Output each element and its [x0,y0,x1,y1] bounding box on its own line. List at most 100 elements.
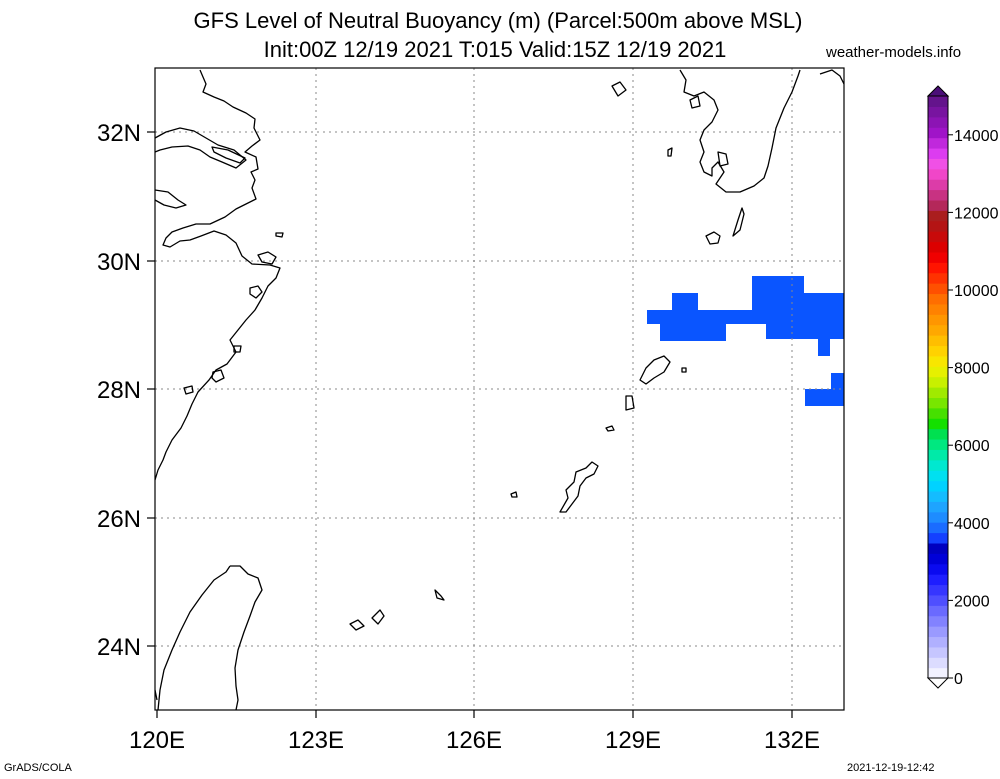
coast-zhejiang-islet-2 [211,369,225,383]
coast-taiwan [157,565,263,711]
credit-label: GrADS/COLA [4,762,72,774]
coast-kyushu [679,69,801,193]
coast-okinoerabu [605,425,615,432]
colorbar-segment [928,199,948,211]
coast-yonaguni [349,619,365,631]
field-region-south [805,373,844,406]
colorbar-segment [928,636,948,648]
colorbar-label: 8000 [954,361,990,378]
colorbar-segment [928,179,948,191]
lat-label-28n: 28N [97,377,141,404]
colorbar-segment [928,189,948,201]
colorbar-segment [928,283,948,295]
colorbar-segment [928,366,948,378]
colorbar-bottom-triangle [926,677,950,689]
colorbar-segment [928,272,948,284]
colorbar-segment [928,574,948,586]
colorbar-segment [928,231,948,243]
colorbar-segment [928,314,948,326]
colorbar-segment [928,438,948,450]
lon-label-129e: 129E [605,727,661,754]
colorbar-segment [928,387,948,398]
colorbar-segment [928,553,948,565]
colorbar-segment [928,407,948,419]
coast-hangzhou-bay [154,189,187,209]
coast-amami [639,355,671,385]
colorbar-label: 4000 [954,516,990,533]
coastlines [154,69,845,711]
colorbar-label: 10000 [954,283,999,300]
colorbar-segment [928,262,948,274]
lat-label-30n: 30N [97,249,141,276]
colorbar-segment [928,615,948,627]
colorbar-segment [928,147,948,159]
colorbar-segment [928,449,948,461]
lat-label-24n: 24N [97,634,141,661]
axis-ticks [147,131,793,718]
colorbar-label: 2000 [954,593,990,610]
colorbar-segment [928,220,948,232]
coast-shikoku [819,69,845,85]
coast-yangtze-bank [154,127,247,169]
coast-yakushima [705,231,721,245]
colorbar-ticks [948,134,953,679]
colorbar-segment [928,428,948,440]
colorbar-segment [928,127,948,139]
coast-amakusa [689,95,701,109]
colorbar-segment [928,335,948,347]
colorbar-label: 6000 [954,438,990,455]
colorbar-segment [928,470,948,482]
colorbar-segment [928,542,948,554]
coast-fujian-islet [183,385,194,395]
colorbar-segment [928,106,948,118]
colorbar-segment [928,137,948,149]
colorbar-segment [928,324,948,336]
colorbar-segment [928,522,948,534]
coast-yangtze-island [211,146,246,164]
colorbar: 0 2000 4000 6000 8000 10000 12000 14000 [926,85,999,689]
colorbar-label: 0 [954,671,963,688]
axis-labels: 120E 123E 126E 129E 132E 32N 30N 28N 26N… [97,120,820,754]
coast-tokunoshima [625,395,635,411]
colorbar-segment [928,511,948,523]
colorbar-segment [928,532,948,544]
colorbar-segment [928,657,948,669]
coast-zhejiang-islet-1 [233,345,242,353]
colorbar-segment [928,376,948,388]
lon-label-132e: 132E [764,727,820,754]
lat-label-32n: 32N [97,120,141,147]
colorbar-segment [928,116,948,128]
coast-zhoushan-1 [257,251,277,265]
colorbar-segment [928,293,948,305]
colorbar-label: 14000 [954,128,999,145]
coast-zhejiang-islands [249,285,263,299]
colorbar-top-triangle [926,85,950,97]
colorbar-segment [928,241,948,253]
colorbar-segment [928,490,948,502]
colorbar-segment [928,563,948,575]
colorbar-segment [928,501,948,513]
colorbar-segment [928,158,948,170]
coast-goto [611,81,627,97]
colorbar-segment [928,626,948,638]
colorbar-segments [928,96,948,679]
colorbar-segment [928,397,948,409]
colorbar-segment [928,418,948,430]
coast-kerama [510,491,518,498]
colorbar-segment [928,355,948,367]
timestamp-label: 2021-12-19-12:42 [847,762,935,774]
lon-label-123e: 123E [288,727,344,754]
colorbar-segment [928,210,948,222]
colorbar-segment [928,584,948,596]
colorbar-segment [928,480,948,492]
colorbar-segment [928,96,948,107]
colorbar-segment [928,646,948,658]
source-label: weather-models.info [826,44,962,61]
lat-label-26n: 26N [97,506,141,533]
chart-subtitle: Init:00Z 12/19 2021 T:015 Valid:15Z 12/1… [263,37,727,62]
colorbar-segment [928,605,948,617]
colorbar-label: 12000 [954,205,999,222]
buoyancy-field [647,276,844,406]
colorbar-frame [927,95,949,679]
